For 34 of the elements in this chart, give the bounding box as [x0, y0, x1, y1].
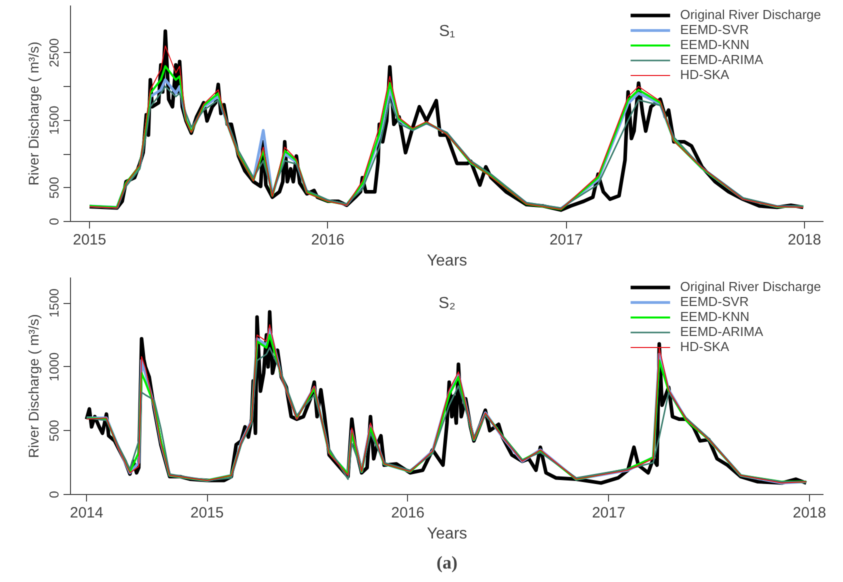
x-tick-label: 2016 [391, 504, 425, 522]
legend-label: EEMD-KNN [680, 309, 750, 324]
text: S₁ [438, 23, 456, 40]
y-tick-label: 1500 [46, 288, 62, 318]
legend-label: EEMD-ARIMA [680, 52, 764, 67]
legend-label: Original River Discharge [680, 7, 821, 22]
y-tick-label: 0 [46, 218, 62, 226]
y-tick-label: 1500 [46, 106, 62, 135]
legend-label: HD-SKA [680, 67, 730, 82]
legend-label: EEMD-ARIMA [680, 324, 764, 339]
x-tick-label: 2018 [788, 232, 822, 248]
legend-label: Original River Discharge [680, 279, 821, 294]
y-axis-title: River Discharge ( m³/s) [26, 314, 42, 458]
y-tick-label: 500 [46, 176, 62, 199]
x-tick-label: 2015 [190, 504, 224, 522]
x-tick-label: 2016 [311, 232, 345, 248]
text: (a) [436, 552, 458, 572]
x-tick-label: 2017 [549, 232, 583, 248]
x-tick-label: 2014 [70, 504, 104, 522]
y-tick-label: 1000 [46, 352, 62, 382]
x-tick-label: 2018 [792, 504, 826, 522]
x-tick-label: 2015 [72, 232, 106, 248]
legend-label: EEMD-SVR [680, 22, 749, 37]
x-axis-title: Years [426, 252, 468, 270]
x-tick-label: 2017 [592, 504, 626, 522]
y-axis-title: River Discharge ( m³/s) [26, 42, 42, 186]
y-tick-label: 500 [46, 420, 62, 442]
text: S₂ [438, 295, 456, 312]
y-tick-label: 0 [46, 490, 62, 498]
legend-label: HD-SKA [680, 339, 730, 354]
y-tick-label: 2500 [46, 38, 62, 68]
x-axis-title: Years [426, 526, 468, 542]
legend-label: EEMD-KNN [680, 37, 750, 52]
legend-label: EEMD-SVR [680, 294, 749, 309]
